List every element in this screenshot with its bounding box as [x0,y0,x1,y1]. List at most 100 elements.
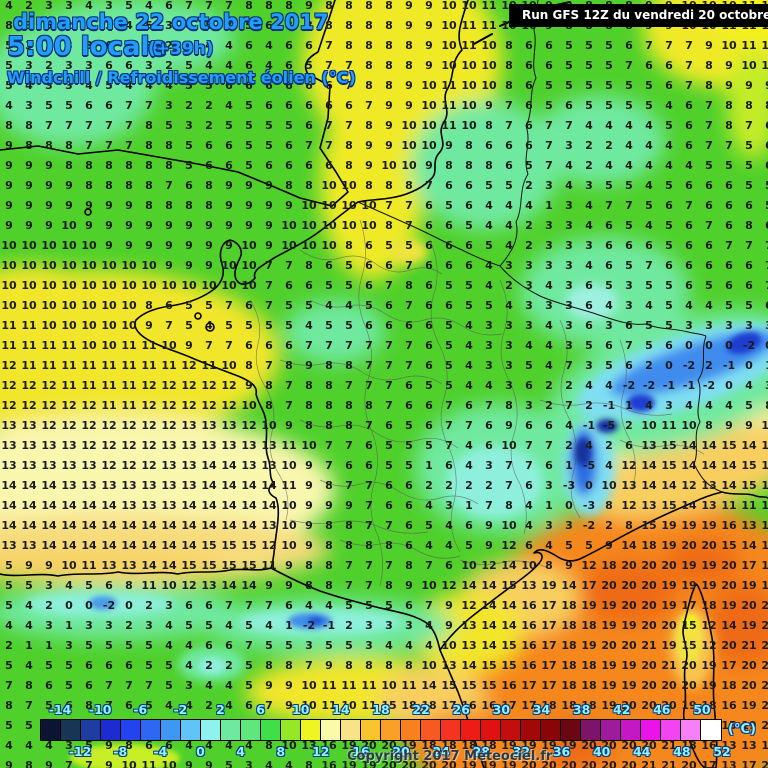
grid-value: 4 [585,199,593,212]
grid-value: 14 [81,539,97,552]
grid-value: 10 [721,39,737,52]
grid-value: 14 [661,479,677,492]
grid-value: 6 [765,299,768,313]
grid-value: 11 [341,719,357,732]
grid-value: 9 [405,19,413,32]
grid-value: 3 [565,519,573,532]
grid-value: 14 [481,619,497,632]
grid-value: 4 [645,399,653,412]
grid-value: 16 [481,719,497,732]
grid-value: 14 [461,579,477,592]
grid-value: 10 [81,239,97,252]
grid-value: 4 [585,119,593,132]
grid-value: -3 [582,499,596,512]
grid-value: 4 [85,79,93,92]
grid-value: 7 [305,339,313,352]
grid-value: 12 [1,399,17,412]
grid-value: 5 [65,659,73,672]
grid-value: 7 [265,299,273,312]
grid-value: 4 [185,739,193,752]
grid-value: 21 [761,759,768,768]
grid-value: 20 [641,739,657,752]
country-borders [357,0,723,493]
grid-value: 9 [105,759,113,768]
grid-value: 6 [265,719,273,732]
grid-value: 14 [121,539,137,552]
grid-value: 13 [101,559,117,572]
grid-value: 14 [61,539,77,552]
grid-value: 16 [481,699,497,712]
grid-value: 15 [461,679,477,692]
grid-value: 19 [701,679,717,692]
grid-value: 3 [485,459,493,472]
grid-value: 5 [645,279,653,292]
grid-value: 9 [145,239,153,252]
grid-value: 5 [585,79,593,92]
grid-value: 14 [481,579,497,592]
grid-value: 9 [205,239,213,252]
grid-value: 10 [101,299,117,312]
grid-value: 4 [645,179,653,192]
grid-value: 9 [185,339,193,352]
grid-value: 7 [625,199,633,212]
grid-value: -2 [742,339,756,352]
grid-value: 19 [341,739,357,752]
grid-value: 8 [385,19,393,32]
grid-value: 6 [525,539,533,552]
grid-value: 4 [705,399,713,412]
grid-value: 7 [345,119,353,132]
grid-value: 4 [665,139,673,152]
grid-value: 10 [461,79,477,92]
grid-value: 2 [645,359,653,372]
grid-value: 8 [505,79,513,92]
grid-value: 4 [225,99,233,112]
grid-value: 20 [441,759,457,768]
grid-value: 7 [265,699,273,712]
grid-value: 10 [381,159,397,172]
grid-value: 18 [421,719,437,732]
grid-value: 4 [145,0,153,12]
grid-value: 8 [405,59,413,72]
grid-value: 10 [101,319,117,332]
grid-value: 19 [741,579,757,592]
grid-value: 9 [265,579,273,592]
grid-value: 12 [221,379,237,392]
grid-value: 10 [221,259,237,272]
grid-value: 2 [25,0,33,12]
grid-value: 11 [321,719,337,732]
grid-value: 6 [425,399,433,412]
grid-value: 7 [85,759,93,768]
grid-value: 19 [361,759,377,768]
grid-value: 14 [261,499,277,512]
grid-value: 18 [581,679,597,692]
grid-value: 20 [661,559,677,572]
grid-value: 6 [525,419,533,432]
grid-value: 12 [121,439,137,452]
grid-value: 11 [141,339,157,352]
grid-value: 5 [665,119,673,132]
grid-value: 14 [481,599,497,612]
grid-value: 9 [725,419,733,432]
grid-value: 4 [425,539,433,552]
grid-value: 5 [605,99,613,112]
grid-value: 6 [105,99,113,112]
grid-value: 13 [181,419,197,432]
grid-value: 17 [541,619,557,632]
grid-value: 5 [445,319,453,332]
grid-value: 5 [185,319,193,332]
grid-value: 8 [85,179,93,192]
grid-value: 6 [285,79,293,92]
grid-value: 4 [225,719,233,732]
grid-value: 10 [481,59,497,72]
grid-value: 14 [681,499,697,512]
grid-value: 4 [485,379,493,392]
grid-value: 12 [181,359,197,372]
grid-value: 7 [325,339,333,352]
grid-value: 6 [465,259,473,272]
grid-value: 8 [345,0,353,12]
grid-value: 8 [745,99,753,112]
grid-value: 20 [741,679,757,692]
grid-value: 7 [405,219,413,232]
grid-value: 9 [65,179,73,192]
grid-value: 6 [505,139,513,152]
